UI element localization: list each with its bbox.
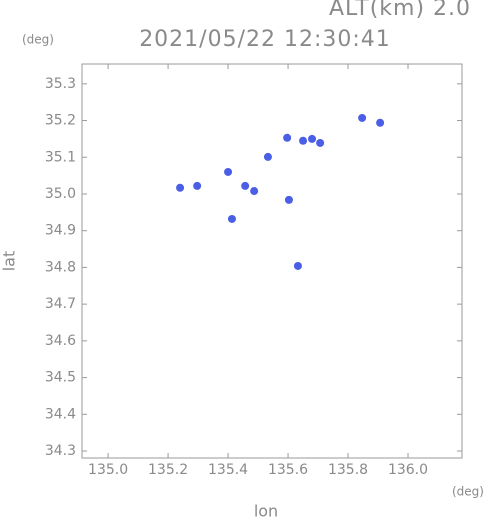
echo-point <box>316 138 325 147</box>
chart-title: 2021/05/22 12:30:41 <box>139 27 391 52</box>
y-tick-label: 34.3 <box>45 443 76 459</box>
echo-point <box>358 113 367 122</box>
y-tick-label: 34.4 <box>45 406 76 422</box>
echo-point <box>283 133 292 142</box>
echo-point <box>376 118 385 127</box>
y-tick-label: 35.3 <box>45 76 76 92</box>
echo-point <box>227 214 236 223</box>
y-tick-label: 34.7 <box>45 296 76 312</box>
chart-subtitle: ALT(km) 2.0 <box>329 0 471 21</box>
y-unit: (deg) <box>22 33 54 47</box>
y-tick-label: 35.1 <box>45 149 76 165</box>
echo-point <box>224 167 233 176</box>
y-tick-label: 34.8 <box>45 259 76 275</box>
x-tick-label: 135.0 <box>88 462 128 478</box>
x-unit: (deg) <box>452 485 484 499</box>
x-axis-label: lon <box>254 502 278 521</box>
y-tick-label: 34.6 <box>45 333 76 349</box>
y-tick-label: 35.0 <box>45 186 76 202</box>
echo-point <box>193 181 202 190</box>
echo-point <box>299 136 308 145</box>
plot-frame <box>81 63 463 459</box>
echo-point <box>263 152 272 161</box>
y-tick-label: 35.2 <box>45 113 76 129</box>
y-tick-label: 34.5 <box>45 370 76 386</box>
echo-point <box>308 134 317 143</box>
y-tick-label: 34.9 <box>45 223 76 239</box>
x-tick-label: 136.0 <box>388 462 428 478</box>
x-tick-label: 135.6 <box>268 462 308 478</box>
x-tick-label: 135.8 <box>328 462 368 478</box>
x-tick-label: 135.4 <box>208 462 248 478</box>
echo-point <box>176 183 185 192</box>
echo-point <box>241 181 250 190</box>
echo-point <box>250 187 259 196</box>
x-tick-label: 135.2 <box>148 462 188 478</box>
echo-point <box>293 261 302 270</box>
echo-point <box>284 195 293 204</box>
y-axis-label: lat <box>0 251 19 272</box>
